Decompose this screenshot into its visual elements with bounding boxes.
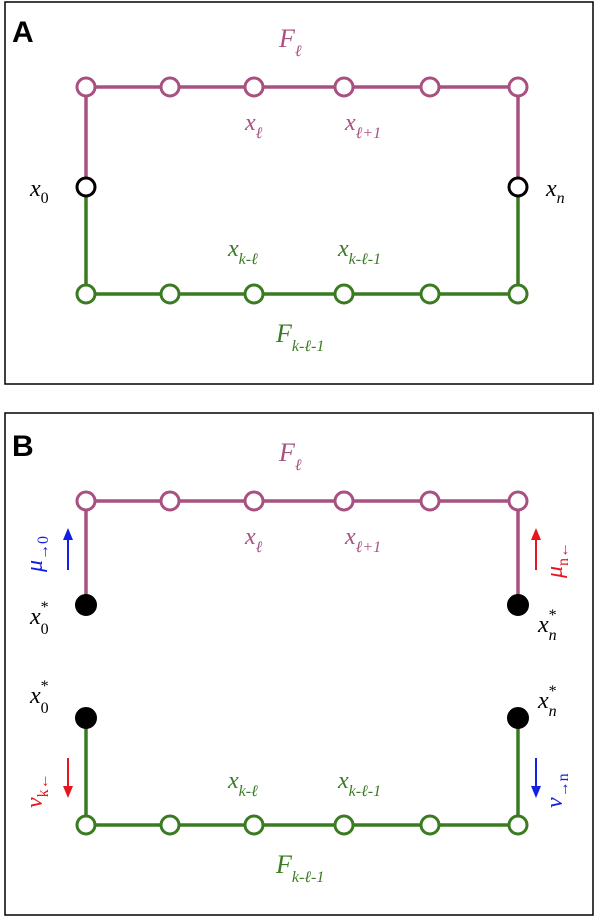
panel-a-left-endpoint [75, 176, 97, 198]
node [75, 490, 97, 512]
node [333, 490, 355, 512]
panel-a-top-path-edges [84, 85, 520, 187]
node [159, 814, 181, 836]
panel-a-bottom-nodes [75, 283, 529, 305]
panel-b-mu-left-arrow [63, 528, 73, 570]
panel-a-label-x-kl1: xk-ℓ-1 [337, 236, 381, 268]
panel-b-label-bottom-right: x* n [537, 683, 557, 720]
panel-b-nu-right-label: ν→n [542, 773, 572, 808]
panel-b-label-x-l: xℓ [244, 524, 263, 556]
node [75, 814, 97, 836]
panel-a-label-x-l: xℓ [244, 110, 263, 142]
node [75, 283, 97, 305]
panel-a-bottom-path-edges [84, 187, 520, 296]
panel-b: B Fℓ xℓ xℓ+1 [4, 412, 594, 916]
node [419, 490, 441, 512]
panel-a-top-nodes [75, 76, 529, 98]
panel-b-label-top-right: x* n [537, 607, 557, 644]
panel-a-bottom-path-title: Fk-ℓ-1 [275, 319, 324, 355]
panel-a-label-x-kl: xk-ℓ [227, 236, 258, 268]
panel-b-bottom-left-endpoint [75, 707, 97, 729]
panel-b-label-x-kl1: xk-ℓ-1 [337, 768, 381, 800]
panel-b-top-path-edges [84, 499, 520, 605]
panel-b-bottom-right-endpoint [507, 707, 529, 729]
panel-b-top-nodes [75, 490, 529, 512]
panel-b-label-x-kl: xk-ℓ [227, 768, 258, 800]
panel-a-frame [4, 1, 594, 385]
panel-b-letter: B [12, 430, 34, 463]
panel-b-top-path-title: Fℓ [278, 438, 302, 474]
node [507, 814, 529, 836]
panel-a-letter: A [12, 16, 34, 49]
panel-b-label-x-l1: xℓ+1 [344, 524, 381, 556]
panel-b-frame [4, 412, 594, 916]
node [333, 76, 355, 98]
panel-b-nu-right-arrow [531, 758, 541, 798]
panel-b-label-top-left: x* 0 [29, 599, 49, 638]
panel-b-bottom-nodes [75, 814, 529, 836]
panel-b-nu-left-label: νk← [22, 773, 52, 808]
panel-b-bottom-path-title: Fk-ℓ-1 [275, 850, 324, 886]
node [507, 283, 529, 305]
node [507, 76, 529, 98]
panel-b-mu-left-label: μ→0 [22, 536, 52, 573]
panel-b-mu-right-arrow [531, 528, 541, 570]
node [243, 814, 265, 836]
panel-b-top-right-endpoint [507, 594, 529, 616]
panel-a-label-xn: xn [545, 176, 565, 207]
node [75, 76, 97, 98]
panel-b-label-bottom-left: x* 0 [29, 678, 49, 717]
panel-a-top-path-title: Fℓ [278, 24, 302, 60]
panel-a-label-x0: x0 [29, 176, 49, 207]
node [159, 76, 181, 98]
node [333, 814, 355, 836]
node [419, 283, 441, 305]
node [419, 76, 441, 98]
node [243, 490, 265, 512]
node [159, 490, 181, 512]
node [419, 814, 441, 836]
node [333, 283, 355, 305]
panel-b-mu-right-label: μn← [542, 542, 572, 579]
panel-a: A Fℓ xℓ xℓ+1 x0 [4, 1, 594, 385]
panel-a-right-endpoint [507, 176, 529, 198]
node [159, 283, 181, 305]
panel-a-label-x-l1: xℓ+1 [344, 110, 381, 142]
panel-b-nu-left-arrow [63, 758, 73, 798]
node [243, 283, 265, 305]
panel-b-bottom-path-edges [84, 718, 520, 827]
panel-b-top-left-endpoint [75, 594, 97, 616]
node [243, 76, 265, 98]
node [507, 490, 529, 512]
